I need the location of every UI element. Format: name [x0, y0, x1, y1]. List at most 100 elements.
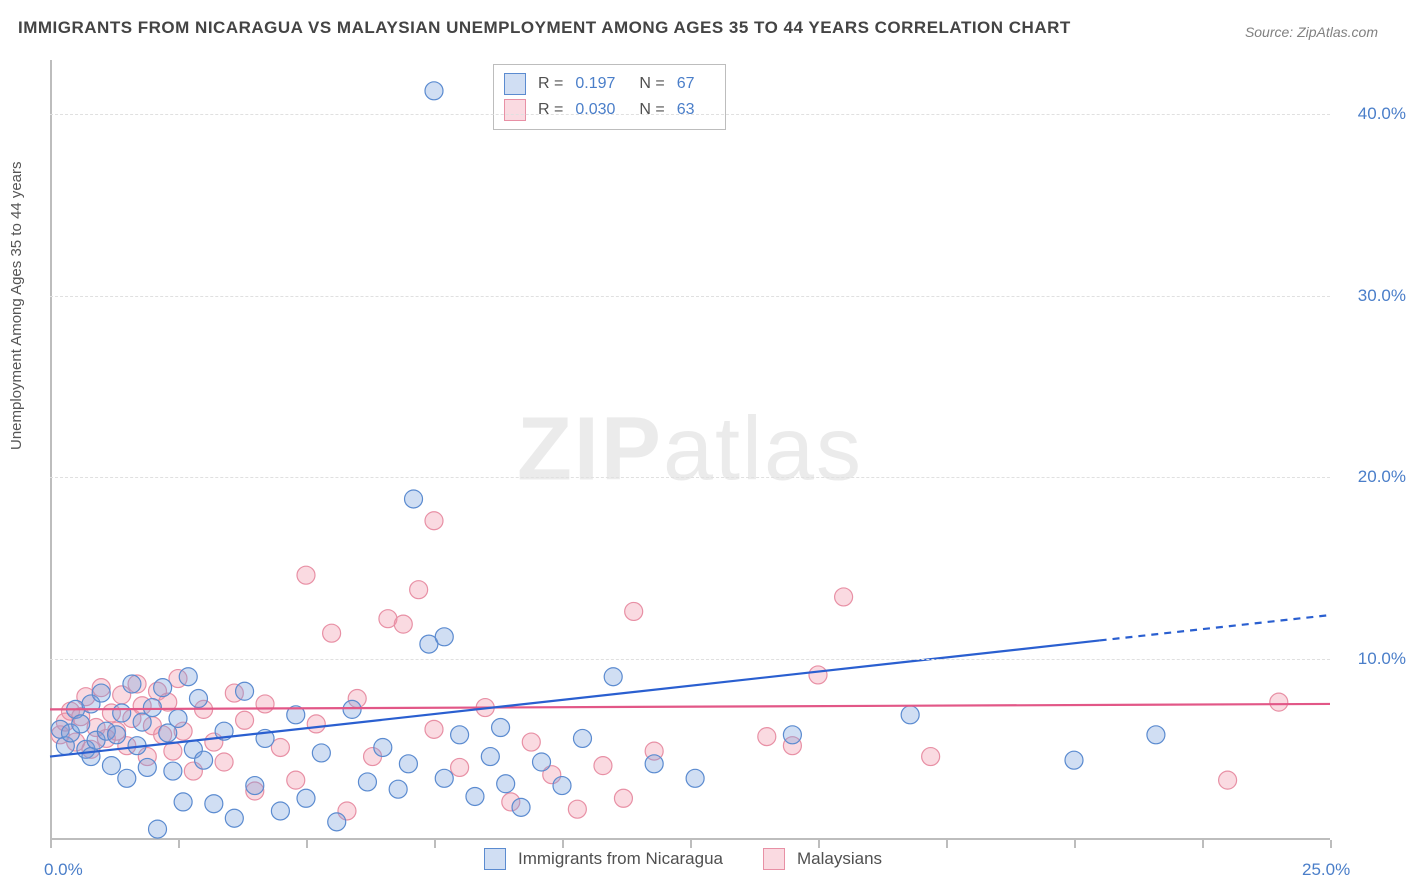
data-point [835, 588, 853, 606]
trend-line [50, 704, 1330, 709]
r-value-1: 0.197 [575, 71, 615, 97]
data-point [328, 813, 346, 831]
data-point [164, 762, 182, 780]
y-tick-label: 40.0% [1358, 104, 1406, 124]
data-point [256, 695, 274, 713]
data-point [922, 748, 940, 766]
data-point [374, 738, 392, 756]
data-point [113, 704, 131, 722]
data-point [358, 773, 376, 791]
data-point [435, 769, 453, 787]
data-point [118, 769, 136, 787]
data-point [189, 690, 207, 708]
data-point [553, 777, 571, 795]
data-point [435, 628, 453, 646]
data-point [195, 751, 213, 769]
data-point [758, 728, 776, 746]
data-point [809, 666, 827, 684]
x-tick [1330, 840, 1332, 848]
data-point [1219, 771, 1237, 789]
data-point [492, 719, 510, 737]
x-tick [306, 840, 308, 848]
data-point [686, 769, 704, 787]
data-point [425, 512, 443, 530]
n-value-1: 67 [677, 71, 695, 97]
source-value: ZipAtlas.com [1297, 24, 1378, 40]
data-point [287, 771, 305, 789]
data-point [138, 758, 156, 776]
data-point [451, 758, 469, 776]
r-value-2: 0.030 [575, 97, 615, 123]
y-tick-label: 20.0% [1358, 467, 1406, 487]
legend-row-malaysians: R = 0.030 N = 63 [504, 97, 711, 123]
data-point [297, 789, 315, 807]
data-point [92, 684, 110, 702]
plot-area: ZIPatlas R = 0.197 N = 67 R = 0.030 N = … [50, 60, 1330, 840]
data-point [164, 742, 182, 760]
legend-correlation: R = 0.197 N = 67 R = 0.030 N = 63 [493, 64, 726, 130]
x-tick [690, 840, 692, 848]
data-point [343, 700, 361, 718]
gridline-h [50, 477, 1330, 478]
x-tick [50, 840, 52, 848]
data-point [271, 802, 289, 820]
chart-area: ZIPatlas R = 0.197 N = 67 R = 0.030 N = … [50, 60, 1330, 840]
y-tick-label: 10.0% [1358, 649, 1406, 669]
x-tick [562, 840, 564, 848]
swatch-malaysians-bottom [763, 848, 785, 870]
y-tick-label: 30.0% [1358, 286, 1406, 306]
r-label-2: R = [538, 97, 563, 123]
n-label-1: N = [639, 71, 664, 97]
data-point [604, 668, 622, 686]
legend-item-nicaragua: Immigrants from Nicaragua [484, 848, 723, 870]
x-tick [178, 840, 180, 848]
n-value-2: 63 [677, 97, 695, 123]
swatch-malaysians [504, 99, 526, 121]
data-point [72, 715, 90, 733]
data-point [205, 795, 223, 813]
data-point [225, 809, 243, 827]
data-point [179, 668, 197, 686]
data-point [102, 757, 120, 775]
data-point [625, 602, 643, 620]
x-tick-label-right: 25.0% [1302, 860, 1350, 880]
data-point [307, 715, 325, 733]
data-point [246, 777, 264, 795]
legend-row-nicaragua: R = 0.197 N = 67 [504, 71, 711, 97]
data-point [522, 733, 540, 751]
y-axis-label: Unemployment Among Ages 35 to 44 years [8, 161, 25, 450]
legend-label-malaysians: Malaysians [797, 849, 882, 869]
x-tick-label-left: 0.0% [44, 860, 83, 880]
legend-label-nicaragua: Immigrants from Nicaragua [518, 849, 723, 869]
data-point [389, 780, 407, 798]
scatter-svg [50, 60, 1330, 840]
data-point [410, 581, 428, 599]
data-point [481, 748, 499, 766]
x-tick [818, 840, 820, 848]
gridline-h [50, 296, 1330, 297]
data-point [466, 787, 484, 805]
n-label-2: N = [639, 97, 664, 123]
data-point [573, 729, 591, 747]
data-point [323, 624, 341, 642]
x-tick [946, 840, 948, 848]
data-point [143, 699, 161, 717]
source-attribution: Source: ZipAtlas.com [1245, 24, 1378, 40]
data-point [108, 726, 126, 744]
legend-item-malaysians: Malaysians [763, 848, 882, 870]
data-point [425, 82, 443, 100]
data-point [297, 566, 315, 584]
r-label-1: R = [538, 71, 563, 97]
data-point [512, 798, 530, 816]
data-point [312, 744, 330, 762]
data-point [236, 711, 254, 729]
chart-title: IMMIGRANTS FROM NICARAGUA VS MALAYSIAN U… [18, 18, 1071, 38]
source-label: Source: [1245, 24, 1293, 40]
data-point [154, 679, 172, 697]
gridline-h [50, 659, 1330, 660]
data-point [236, 682, 254, 700]
data-point [123, 675, 141, 693]
x-tick [1202, 840, 1204, 848]
data-point [394, 615, 412, 633]
data-point [174, 793, 192, 811]
